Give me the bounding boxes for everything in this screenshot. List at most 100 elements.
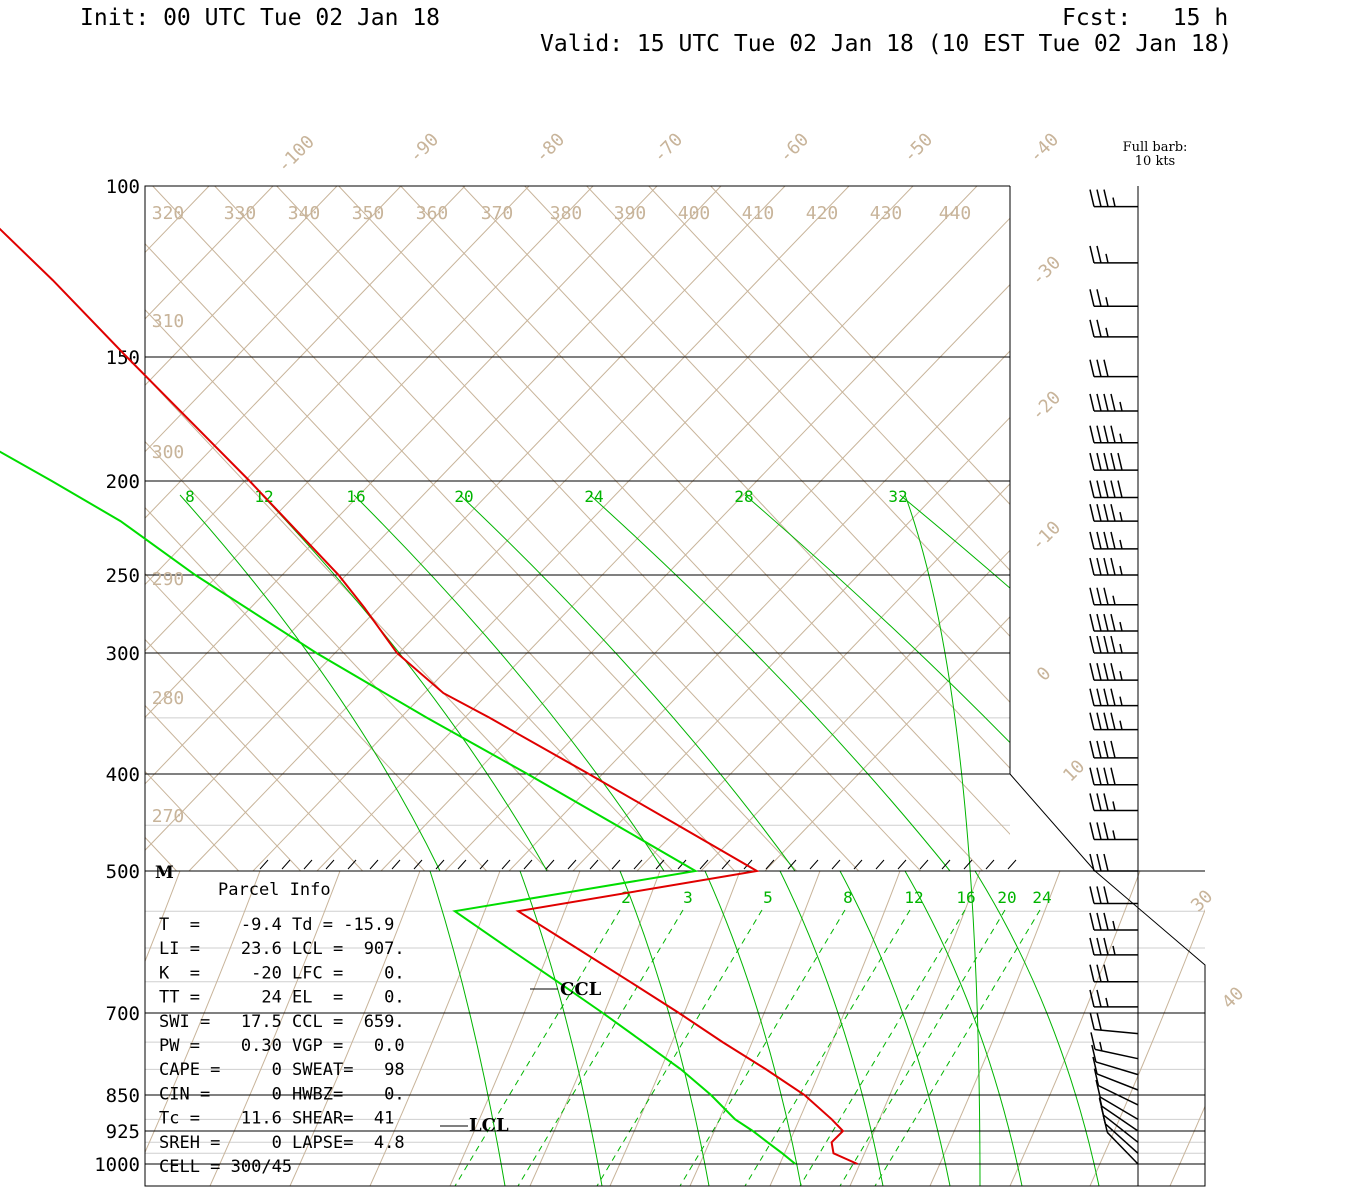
isotherm-line <box>462 186 1010 769</box>
hatch-mark <box>479 859 489 870</box>
barb-flag <box>1089 822 1095 840</box>
dewpoint-line <box>0 450 797 1165</box>
barb-flag <box>1096 793 1102 811</box>
hatch-mark <box>633 859 643 870</box>
parcel-info-row: SREH = 0 LAPSE= 4.8 <box>159 1133 405 1153</box>
moist-adiabat-line <box>619 871 710 1186</box>
isotherm-line <box>400 186 1010 835</box>
moist-adiabat-line <box>519 871 603 1186</box>
barb-half-flag <box>1105 297 1109 307</box>
barb-half-flag <box>1119 539 1123 550</box>
wind-barb <box>1089 289 1138 308</box>
wind-barb <box>1089 886 1138 905</box>
barb-flag <box>1110 613 1116 632</box>
barb-half-flag <box>1112 197 1116 207</box>
barb-flag <box>1103 937 1109 956</box>
wind-barb <box>1089 937 1138 956</box>
moist-adiabat-line <box>899 494 1010 589</box>
barb-flag <box>1103 480 1109 498</box>
sounding-profiles: CCL LCL M <box>0 227 858 1165</box>
wind-barb <box>1089 853 1138 872</box>
isotherm-line <box>648 186 1010 572</box>
barb-flag <box>1096 587 1102 605</box>
wind-barb <box>1089 912 1138 931</box>
barb-flag <box>1089 635 1095 654</box>
barb-half-flag <box>1112 945 1116 956</box>
hatch-mark <box>413 859 423 870</box>
pressure-label: 1000 <box>94 1154 140 1176</box>
barb-flag <box>1089 425 1095 443</box>
theta-label: 360 <box>416 203 449 224</box>
mixing-ratio-line <box>744 909 911 1187</box>
theta-label: 310 <box>152 311 185 332</box>
barb-half-flag <box>1119 565 1123 576</box>
dry-adiabat-line <box>145 186 594 652</box>
theta-label: 430 <box>870 203 903 224</box>
dry-adiabat-line <box>0 871 20 1186</box>
barb-staff <box>1102 1114 1139 1143</box>
dry-adiabats-and-isotherms <box>0 186 1205 1186</box>
moist-adiabat-line <box>904 871 1023 1186</box>
theta-label: 370 <box>481 203 514 224</box>
hatch-mark <box>303 859 313 870</box>
mixing-ratio-line <box>679 909 846 1187</box>
dry-adiabat-line <box>572 416 1010 871</box>
pressure-label: 250 <box>106 565 140 587</box>
mixing-ratio-line <box>874 909 1041 1187</box>
pressure-label: 200 <box>106 471 140 493</box>
pressure-label: 300 <box>106 643 140 665</box>
dry-adiabat-line <box>188 186 850 871</box>
wind-barb <box>1093 1068 1139 1106</box>
barb-half-flag <box>1119 433 1123 443</box>
dry-adiabat-line <box>369 871 501 1186</box>
barb-half-flag <box>1119 720 1123 730</box>
barb-flag <box>1103 793 1109 811</box>
barb-flag <box>1089 393 1095 412</box>
barb-flag <box>1096 1012 1102 1031</box>
theta-label: 390 <box>614 203 647 224</box>
parcel-info-row: CIN = 0 HWBZ= 0. <box>159 1084 405 1104</box>
hatch-mark <box>941 859 951 870</box>
isotherm-line <box>145 506 487 871</box>
barb-half-flag <box>1112 801 1116 811</box>
barb-flag <box>1103 688 1109 706</box>
barb-half-flag <box>1105 997 1109 1008</box>
hatch-mark <box>457 859 467 870</box>
hatch-mark <box>875 859 885 870</box>
barb-flag <box>1103 712 1109 730</box>
isotherm-group <box>145 186 1010 871</box>
dry-adiabat-line <box>252 186 914 871</box>
dry-adiabat-line <box>1009 871 1141 1186</box>
mixing-ratio-label: 20 <box>997 888 1016 907</box>
wind-barb <box>1089 480 1138 499</box>
wind-barb <box>1089 319 1138 338</box>
parcel-info-row: CELL = 300/45 <box>159 1157 292 1177</box>
barb-flag <box>1103 662 1109 681</box>
parcel-info-row: LI = 23.6 LCL = 907. <box>159 939 405 959</box>
m-marker: M <box>155 863 174 883</box>
wind-barb <box>1089 503 1138 522</box>
barb-flag <box>1103 964 1109 982</box>
hatch-mark <box>655 859 665 870</box>
hatch-mark <box>545 859 555 870</box>
barb-flag <box>1096 740 1102 759</box>
moist-adiabat-line <box>744 494 1010 744</box>
dry-adiabat-line <box>508 350 1010 871</box>
wind-legend-label: 10 kts <box>1135 154 1175 169</box>
isotherm-line <box>145 374 611 871</box>
barb-flag <box>1103 740 1109 759</box>
mixing-ratio-lines <box>454 909 1041 1187</box>
barb-flag <box>1089 740 1095 759</box>
barb-flag <box>1089 359 1095 377</box>
wind-barb <box>1089 688 1138 707</box>
dry-adiabat-line <box>145 186 274 320</box>
barb-flag <box>1089 557 1095 576</box>
barb-flag <box>1089 886 1095 904</box>
isotherm-label: -30 <box>1027 252 1065 290</box>
wind-barb <box>1089 793 1138 812</box>
barb-flag <box>1103 393 1109 412</box>
barb-half-flag <box>1112 830 1116 840</box>
isotherm-label: -60 <box>775 129 813 167</box>
wind-barb <box>1089 712 1138 731</box>
theta-e-label: 16 <box>346 487 365 506</box>
